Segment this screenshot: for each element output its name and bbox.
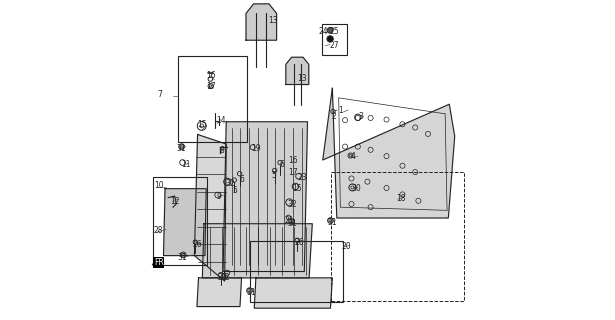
Polygon shape <box>194 134 226 281</box>
Text: 4: 4 <box>351 152 355 161</box>
Text: 5: 5 <box>232 186 237 195</box>
Text: 21: 21 <box>285 216 294 225</box>
Text: 24: 24 <box>319 28 328 36</box>
Text: 28: 28 <box>154 226 164 235</box>
Text: 30: 30 <box>351 184 361 193</box>
Text: 32: 32 <box>226 180 236 188</box>
Text: 31: 31 <box>177 144 186 153</box>
Polygon shape <box>223 122 308 271</box>
Text: 20: 20 <box>342 242 352 251</box>
Text: 1: 1 <box>338 106 343 115</box>
Polygon shape <box>164 189 206 256</box>
Text: 11: 11 <box>181 160 191 169</box>
Text: 6: 6 <box>280 160 285 169</box>
Text: 18: 18 <box>396 194 405 203</box>
Text: 17: 17 <box>288 168 298 177</box>
Circle shape <box>179 144 184 149</box>
Polygon shape <box>254 278 332 308</box>
Circle shape <box>180 252 186 258</box>
Text: 3: 3 <box>359 113 363 122</box>
Text: 29: 29 <box>218 273 228 282</box>
Text: 19: 19 <box>251 144 261 153</box>
Text: 15: 15 <box>293 184 302 193</box>
Text: 6: 6 <box>240 175 245 184</box>
Bar <box>153 177 207 266</box>
Text: 25: 25 <box>329 28 339 36</box>
Text: 2: 2 <box>331 113 336 122</box>
Text: 31: 31 <box>247 288 256 297</box>
Text: 9: 9 <box>216 192 221 201</box>
Text: 31: 31 <box>288 219 298 228</box>
Text: 26: 26 <box>192 240 202 249</box>
Text: 16: 16 <box>207 71 216 80</box>
Text: 13: 13 <box>297 74 307 83</box>
Polygon shape <box>323 88 454 218</box>
Text: 27: 27 <box>329 41 339 50</box>
Text: 31: 31 <box>178 253 188 262</box>
Text: 7: 7 <box>158 90 162 99</box>
Text: 32: 32 <box>288 200 298 209</box>
Polygon shape <box>246 4 277 40</box>
Text: 5: 5 <box>272 172 277 180</box>
Bar <box>250 241 343 302</box>
Text: 26: 26 <box>294 238 304 247</box>
Circle shape <box>247 288 252 293</box>
Polygon shape <box>286 57 309 84</box>
Text: 10: 10 <box>154 181 164 190</box>
Text: 12: 12 <box>170 197 180 206</box>
Text: 8: 8 <box>219 146 224 155</box>
Text: 13: 13 <box>269 16 278 25</box>
Polygon shape <box>197 278 242 307</box>
Circle shape <box>327 36 333 42</box>
Text: 17: 17 <box>207 82 216 91</box>
Bar <box>322 24 347 55</box>
Bar <box>178 56 247 142</box>
Text: 23: 23 <box>297 173 307 182</box>
Text: 22: 22 <box>221 273 231 282</box>
Polygon shape <box>202 224 312 278</box>
Circle shape <box>327 28 333 33</box>
Text: 14: 14 <box>216 116 226 125</box>
Text: 16: 16 <box>288 156 298 164</box>
Bar <box>331 172 464 300</box>
Text: FR: FR <box>154 258 164 267</box>
Text: 31: 31 <box>328 218 337 227</box>
Text: 15: 15 <box>197 120 207 130</box>
Circle shape <box>288 219 295 224</box>
Circle shape <box>328 218 333 223</box>
